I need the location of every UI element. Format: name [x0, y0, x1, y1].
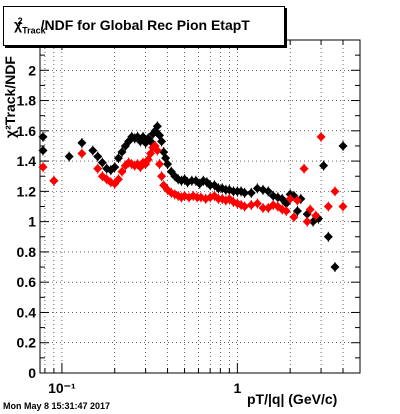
data-point-red — [330, 186, 340, 196]
x-tick-label: 1 — [233, 380, 241, 396]
data-point-red — [240, 202, 250, 211]
data-point-red — [323, 202, 333, 211]
data-point-black — [38, 145, 48, 155]
data-point-black — [64, 152, 74, 162]
data-point-red — [258, 203, 268, 213]
data-point-black — [263, 186, 273, 196]
data-point-black — [38, 132, 48, 142]
data-point-red — [157, 171, 167, 181]
data-point-black — [97, 158, 107, 168]
data-point-red — [299, 164, 309, 174]
data-point-black — [77, 138, 87, 148]
data-point-red — [49, 176, 59, 186]
x-axis-title: pT/|q| (GeV/c) — [247, 391, 338, 407]
y-tick-label: 1 — [28, 214, 36, 230]
data-point-black — [338, 141, 348, 151]
data-point-black — [113, 153, 123, 163]
data-point-black — [88, 145, 98, 155]
data-point-red — [289, 212, 299, 222]
y-axis-title: χ²Track/NDF — [2, 56, 18, 138]
data-point-red — [292, 195, 302, 205]
data-point-black — [157, 136, 167, 146]
data-point-red — [152, 145, 162, 155]
y-tick-label: 0.8 — [17, 244, 37, 260]
y-tick-label: 0.4 — [17, 304, 37, 320]
data-point-red — [305, 205, 315, 215]
data-point-black — [323, 232, 333, 242]
data-point-red — [117, 167, 127, 177]
y-tick-label: 1.2 — [17, 183, 37, 199]
x-tick-label: 10⁻¹ — [48, 380, 76, 396]
y-tick-label: 0.2 — [17, 335, 37, 351]
y-tick-label: 1.8 — [17, 93, 37, 109]
data-point-red — [338, 202, 348, 211]
y-tick-label: 0.6 — [17, 274, 37, 290]
data-point-red — [77, 149, 87, 159]
y-tick-label: 2 — [28, 62, 36, 78]
chart-title: χTrack2/NDF for Global Rec Pion EtapT — [14, 16, 250, 36]
data-point-black — [246, 188, 256, 198]
data-point-black — [330, 262, 340, 272]
data-point-black — [319, 161, 329, 171]
y-tick-label: 1.6 — [17, 123, 37, 139]
data-point-black — [93, 152, 103, 162]
plot-frame — [39, 39, 361, 374]
data-point-black — [292, 206, 302, 216]
data-point-red — [155, 159, 165, 169]
y-tick-label: 1.4 — [17, 153, 37, 169]
data-point-red — [316, 132, 326, 142]
data-point-black — [163, 159, 173, 169]
data-point-red — [246, 200, 256, 210]
data-point-black — [117, 147, 127, 157]
data-point-red — [113, 174, 123, 184]
y-tick-label: 0 — [28, 365, 36, 381]
data-point-red — [311, 211, 321, 221]
data-point-red — [38, 162, 48, 172]
data-point-black — [240, 188, 250, 198]
data-point-black — [110, 162, 120, 172]
data-point-red — [93, 164, 103, 174]
data-point-red — [252, 198, 262, 208]
title-box: χTrack2/NDF for Global Rec Pion EtapT — [3, 6, 285, 46]
timestamp: Mon May 8 15:31:47 2017 — [3, 401, 111, 411]
data-point-red — [281, 206, 291, 216]
data-point-red — [302, 217, 312, 227]
data-point-black — [152, 121, 162, 131]
data-point-red — [285, 194, 295, 204]
